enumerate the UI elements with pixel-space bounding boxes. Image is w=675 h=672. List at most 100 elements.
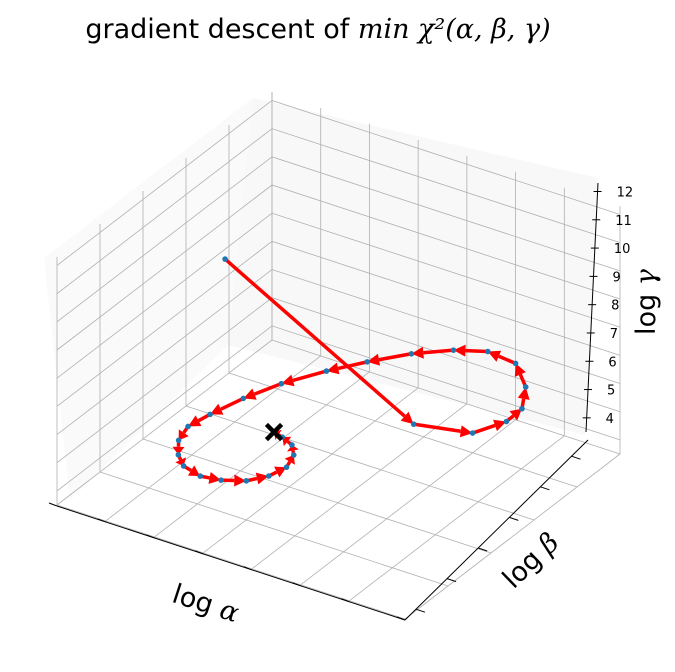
z-axis-line: [585, 182, 599, 433]
gradient-step-arrowhead: [517, 386, 530, 400]
grid-line-floor-x7: [404, 453, 621, 620]
grid-line-floor-x5: [300, 419, 516, 586]
grid-line-z7: [56, 128, 621, 294]
y-axis-tick: [478, 547, 488, 552]
gradient-step-arrowhead: [172, 446, 185, 455]
trajectory-point: [207, 411, 213, 418]
trajectory-point: [364, 359, 370, 365]
grid-line-floor-x0: [56, 339, 273, 506]
back-pane-left: [44, 98, 253, 500]
gradient-step-arrowhead: [208, 472, 222, 484]
gradient-step-arrowhead: [287, 444, 299, 452]
grid-line-z2: [56, 269, 621, 435]
gradient-step-arrow: [223, 257, 406, 418]
trajectory-point: [522, 384, 529, 390]
y-axis-line: [404, 439, 589, 621]
z-tick-label: 6: [608, 355, 616, 370]
trajectory-point: [503, 418, 510, 425]
trajectory-point: [512, 360, 519, 367]
x-axis-tick: [48, 502, 58, 507]
gradient-step-arrowhead: [459, 425, 473, 438]
z-tick-label: 7: [610, 327, 618, 342]
y-axis-tick: [446, 578, 457, 583]
trajectory-point: [180, 463, 187, 469]
grid-line-floor-y1: [99, 471, 449, 587]
trajectory-point: [222, 256, 228, 262]
grid-line-floor-x2: [154, 371, 370, 538]
trajectory-point: [175, 437, 182, 444]
chart-title-prefix: gradient descent of: [85, 14, 357, 45]
gradient-step-arrowhead: [188, 415, 202, 427]
grid-line-z4: [56, 212, 621, 379]
gradient-step-arrowhead: [243, 388, 257, 400]
trajectory-point: [323, 368, 330, 374]
trajectory-point: [289, 442, 295, 448]
gradient-step-arrowhead: [281, 374, 295, 387]
gradient-step-arrowhead: [493, 419, 507, 432]
trajectory-point: [265, 473, 272, 479]
trajectory-point: [290, 452, 297, 458]
gradient-step-arrowhead: [187, 465, 201, 477]
trajectory-point: [240, 395, 247, 402]
gradient-step-arrowhead: [400, 411, 414, 425]
trajectory-point: [469, 430, 476, 436]
trajectory-point: [278, 380, 285, 387]
trajectory-point: [185, 423, 191, 430]
grid-line-z1: [56, 297, 621, 464]
gradient-step-arrowhead: [234, 474, 247, 487]
grid-line-floor-y0: [56, 504, 406, 620]
gradient-step-arrowhead: [453, 344, 466, 357]
x-axis-tick: [194, 550, 204, 555]
grid-line-floor-x6: [349, 435, 565, 602]
trajectory-point: [283, 464, 290, 471]
axis-ticks: 4 5 6 7 8 9 10 11 12: [48, 185, 633, 621]
gradient-step-arrowhead: [411, 346, 424, 359]
grid-line-z8: [56, 100, 621, 266]
gradient-step-arrow: [472, 423, 496, 435]
y-axis-tick: [415, 608, 426, 613]
gradient-step-arrowhead: [178, 429, 189, 441]
trajectory-point: [519, 405, 525, 412]
grid-lines: [56, 92, 621, 620]
y-axis-tick: [509, 516, 519, 521]
trajectory-point: [484, 348, 491, 355]
trajectory-point: [243, 478, 250, 484]
gradient-step-arrow: [220, 396, 245, 411]
trajectory-point: [450, 347, 457, 353]
grid-line-floor-y2: [142, 438, 492, 554]
gradient-step-arrow: [292, 369, 327, 383]
gradient-step-arrow: [413, 422, 461, 434]
gradient-step-arrowhead: [367, 353, 381, 366]
x-axis-tick: [396, 616, 406, 621]
z-axis-label-prefix: log: [631, 285, 662, 335]
trajectory-point: [410, 421, 417, 427]
trajectory-point: [197, 473, 204, 479]
grid-line-floor-x4: [251, 403, 468, 570]
gradient-step-arrowhead: [284, 455, 295, 465]
grid-line-floor-y5: [271, 339, 621, 455]
z-tick-label: 8: [611, 299, 619, 314]
x-axis-tick: [341, 598, 350, 603]
gradient-step-arrowhead: [487, 350, 502, 362]
gradient-step-arrow: [423, 348, 454, 355]
grid-line-floor-y4: [228, 372, 578, 488]
gradient-step-arrow: [378, 352, 412, 362]
z-tick-label: 9: [613, 270, 621, 285]
gradient-step-arrow: [337, 360, 368, 371]
z-tick-label: 11: [615, 214, 632, 229]
grid-line-floor-y3: [185, 405, 535, 521]
z-tick-label: 5: [607, 384, 615, 399]
trajectory-point: [218, 477, 224, 483]
gradient-step-arrowhead: [282, 436, 292, 447]
z-axis-label: log γ: [631, 268, 662, 335]
minimum-end-marker: [264, 422, 284, 442]
grid-line-z5: [56, 184, 621, 351]
y-axis-tick: [540, 486, 550, 491]
grid-line-floor-x3: [202, 387, 419, 554]
gradient-step-arrow: [465, 348, 488, 354]
gradient-step-arrowhead: [210, 403, 224, 415]
chart-title-math: min χ²(α, β, γ): [358, 14, 551, 45]
trajectory: [172, 256, 530, 487]
grid-line-z6: [56, 156, 621, 323]
